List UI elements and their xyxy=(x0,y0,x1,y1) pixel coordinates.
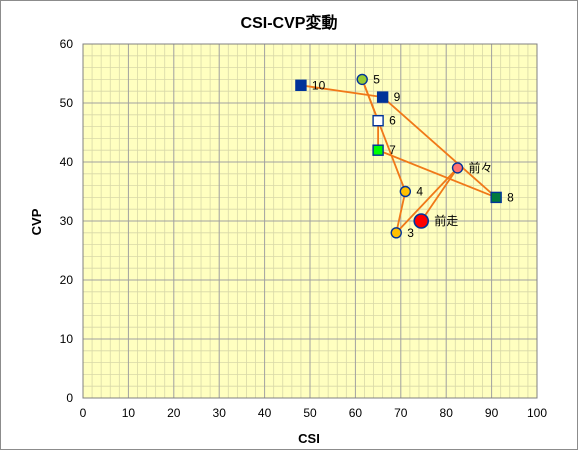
x-tick-label: 10 xyxy=(122,406,136,420)
x-tick-label: 90 xyxy=(485,406,499,420)
y-tick-label: 0 xyxy=(66,391,73,405)
y-tick-label: 20 xyxy=(60,273,74,287)
x-axis-title: CSI xyxy=(298,431,320,446)
x-tick-label: 20 xyxy=(167,406,181,420)
point-label: 5 xyxy=(373,72,380,86)
x-tick-label: 100 xyxy=(527,406,547,420)
point-marker xyxy=(399,185,412,198)
x-tick-label: 60 xyxy=(349,406,363,420)
point-marker xyxy=(390,227,402,239)
point-marker xyxy=(372,114,384,127)
x-tick-labels: 0 10 20 30 40 50 60 70 80 90 100 xyxy=(80,406,548,420)
point-label: 7 xyxy=(389,143,396,157)
series-path xyxy=(300,79,497,234)
point-label: 4 xyxy=(416,185,423,199)
point-label: 9 xyxy=(394,90,401,104)
x-tick-label: 70 xyxy=(394,406,408,420)
x-tick-label: 50 xyxy=(303,406,317,420)
point-marker xyxy=(451,162,464,174)
y-tick-label: 10 xyxy=(60,332,74,346)
point-label: 前走 xyxy=(434,213,458,228)
point-marker xyxy=(413,213,430,229)
point-label: 8 xyxy=(507,190,514,204)
y-axis-title: CVP xyxy=(29,208,44,235)
y-tick-label: 40 xyxy=(60,155,74,169)
path-segment xyxy=(395,191,407,233)
plot-border xyxy=(82,43,538,399)
y-tick-label: 60 xyxy=(60,37,74,51)
path-segment xyxy=(300,84,383,98)
point-marker xyxy=(356,73,368,86)
point-marker xyxy=(372,144,384,156)
point-marker xyxy=(376,91,389,103)
point-label: 前々 xyxy=(469,160,493,175)
x-tick-label: 0 xyxy=(80,406,87,420)
path-segment xyxy=(361,79,379,122)
path-segment xyxy=(420,167,459,222)
data-points xyxy=(295,73,502,239)
point-label: 6 xyxy=(389,114,396,128)
y-tick-label: 30 xyxy=(60,214,74,228)
point-marker xyxy=(490,191,502,204)
path-segment xyxy=(377,149,497,199)
x-tick-label: 80 xyxy=(440,406,454,420)
path-segment xyxy=(382,96,497,199)
point-label: 3 xyxy=(407,226,414,240)
x-tick-label: 40 xyxy=(258,406,272,420)
point-label: 10 xyxy=(312,78,326,92)
y-tick-labels: 0 10 20 30 40 50 60 xyxy=(60,37,74,405)
chart-title: CSI-CVP変動 xyxy=(241,13,338,32)
y-tick-label: 50 xyxy=(60,96,74,110)
point-marker xyxy=(295,79,307,92)
x-tick-label: 30 xyxy=(213,406,227,420)
